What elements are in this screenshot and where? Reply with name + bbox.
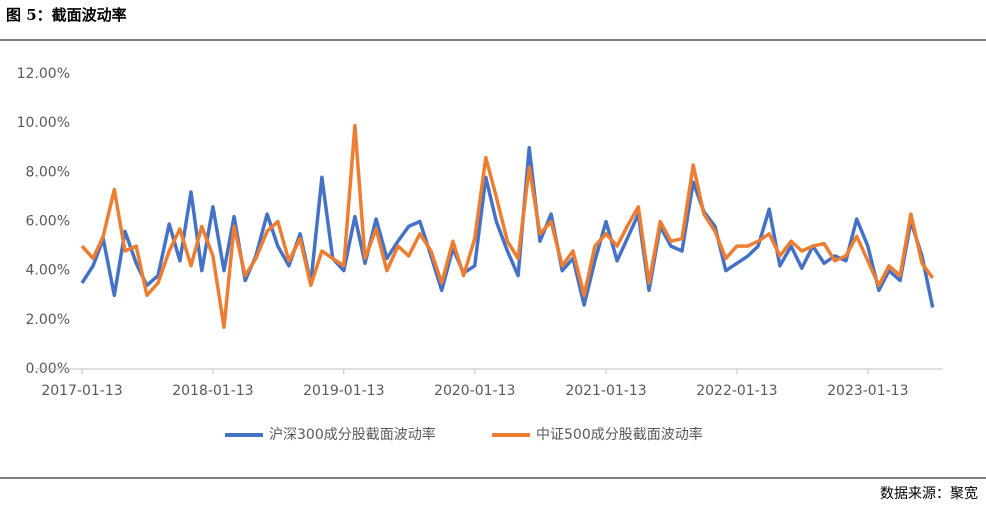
source: 数据来源：聚宽 [880, 485, 978, 502]
series-line [80, 123, 935, 329]
y-tick-label: 8.00% [26, 164, 70, 180]
chart-title: 图 5：截面波动率 [6, 6, 127, 24]
x-tick-label: 2022-01-13 [696, 383, 777, 399]
y-tick-label: 2.00% [26, 312, 70, 328]
x-tick-label: 2020-01-13 [434, 383, 515, 399]
y-tick-label: 6.00% [26, 214, 70, 230]
legend-label: 中证500成分股截面波动率 [536, 426, 703, 443]
legend-label: 沪深300成分股截面波动率 [269, 426, 436, 443]
x-tick-label: 2019-01-13 [303, 383, 384, 399]
y-tick-label: 10.00% [17, 115, 70, 131]
y-tick-label: 12.00% [17, 66, 70, 82]
x-tick-label: 2021-01-13 [565, 383, 646, 399]
x-tick-label: 2018-01-13 [172, 383, 253, 399]
y-tick-label: 4.00% [26, 263, 70, 279]
x-tick-label: 2023-01-13 [827, 383, 908, 399]
series-line [80, 146, 935, 308]
x-tick-label: 2017-01-13 [41, 383, 122, 399]
